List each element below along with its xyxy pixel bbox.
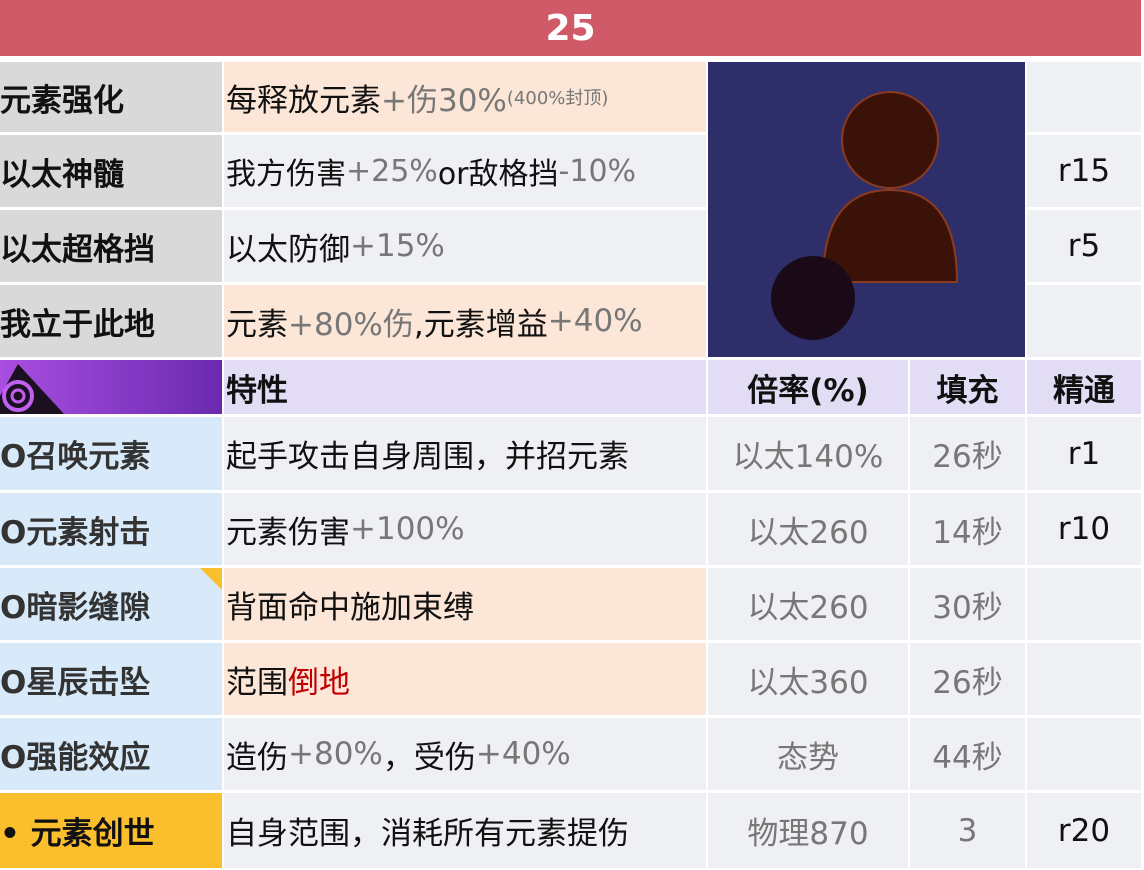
header-mastery: 精通 [1027, 360, 1141, 414]
class-banner [0, 360, 222, 414]
passive-rank: r15 [1027, 135, 1141, 207]
desc-text: ，受伤 [382, 739, 476, 776]
skill-name: • 元素创世 [0, 793, 222, 868]
desc-value: +40% [547, 303, 643, 339]
desc-value: +伤30% [381, 82, 507, 119]
passive-name: 以太神髓 [0, 135, 222, 207]
skill-name: O星辰击坠 [0, 643, 222, 715]
passive-desc: 每释放元素 +伤30% (400%封顶) [224, 62, 706, 132]
skill-name: O元素射击 [0, 493, 222, 565]
rank-cell [1027, 62, 1141, 132]
desc-value: +100% [350, 511, 465, 547]
skill-fill: 26秒 [910, 417, 1025, 490]
skill-desc: 自身范围，消耗所有元素提伤 [224, 793, 706, 868]
desc-value: +80% [288, 736, 383, 772]
desc-text: 元素 [226, 306, 288, 343]
skill-rate: 以太140% [708, 417, 908, 490]
skill-rate: 以太260 [708, 568, 908, 640]
skill-fill: 3 [910, 793, 1025, 868]
skill-mastery: r1 [1027, 417, 1141, 490]
skill-name: O召唤元素 [0, 417, 222, 490]
skill-fill: 26秒 [910, 643, 1025, 715]
desc-text: 自身范围，消耗所有元素提伤 [226, 816, 629, 852]
corner-marker [200, 568, 222, 590]
passive-desc: 以太防御 +15% [224, 210, 706, 282]
passive-desc: 元素 +80%伤 ,元素增益 +40% [224, 285, 706, 357]
skill-name: O暗影缝隙 [0, 568, 222, 640]
header-fill: 填充 [910, 360, 1025, 414]
skill-rate: 以太360 [708, 643, 908, 715]
skill-fill: 44秒 [910, 718, 1025, 790]
desc-note: (400%封顶) [506, 88, 609, 109]
level-title: 25 [0, 0, 1141, 56]
desc-value: +80%伤 [288, 306, 414, 343]
avatar-placeholder-icon [771, 91, 959, 340]
skill-desc: 范围 倒地 [224, 643, 706, 715]
passive-name: 元素强化 [0, 62, 222, 132]
passive-desc: 我方伤害 +25% or敌格挡 -10% [224, 135, 706, 207]
passive-name: 我立于此地 [0, 285, 222, 357]
header-rate: 倍率(%) [708, 360, 908, 414]
skill-fill: 30秒 [910, 568, 1025, 640]
desc-text: 起手攻击自身周围，并招元素 [226, 439, 629, 475]
passive-rank: r5 [1027, 210, 1141, 282]
skill-mastery [1027, 643, 1141, 715]
desc-text: or敌格挡 [437, 157, 559, 192]
desc-value: +40% [475, 736, 571, 772]
desc-text: 背面命中施加束缚 [226, 589, 474, 626]
desc-text: 每释放元素 [226, 82, 381, 119]
skill-desc: 起手攻击自身周围，并招元素 [224, 417, 706, 490]
skill-desc: 元素伤害 +100% [224, 493, 706, 565]
skill-name: O强能效应 [0, 718, 222, 790]
skill-rate: 物理870 [708, 793, 908, 868]
desc-text: 以太防御 [226, 231, 350, 268]
desc-text: ,元素增益 [413, 306, 548, 343]
skill-mastery [1027, 718, 1141, 790]
skill-desc: 造伤 +80% ，受伤 +40% [224, 718, 706, 790]
skill-rate: 态势 [708, 718, 908, 790]
skill-mastery: r20 [1027, 793, 1141, 868]
desc-highlight: 倒地 [288, 664, 350, 701]
desc-text: 元素伤害 [226, 514, 350, 551]
header-trait: 特性 [224, 360, 706, 414]
aether-class-icon [0, 364, 64, 414]
passive-name: 以太超格挡 [0, 210, 222, 282]
desc-text: 我方伤害 [226, 157, 346, 192]
desc-value: +25% [346, 153, 438, 189]
character-portrait [708, 62, 1025, 357]
skill-desc: 背面命中施加束缚 [224, 568, 706, 640]
skill-rate: 以太260 [708, 493, 908, 565]
skill-fill: 14秒 [910, 493, 1025, 565]
skill-mastery [1027, 568, 1141, 640]
desc-value: -10% [558, 153, 637, 189]
desc-text: 造伤 [226, 739, 288, 776]
desc-text: 范围 [226, 664, 288, 701]
desc-value: +15% [350, 228, 445, 264]
rank-cell [1027, 285, 1141, 357]
skill-mastery: r10 [1027, 493, 1141, 565]
